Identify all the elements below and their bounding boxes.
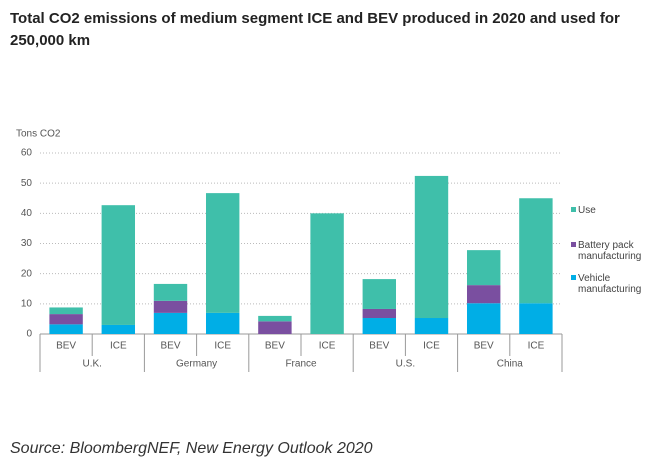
legend-entry: Battery pack manufacturing: [571, 240, 650, 262]
x-tick-label: ICE: [214, 341, 231, 352]
bar-segment: [49, 314, 83, 325]
y-tick-label: 0: [26, 329, 32, 340]
x-tick-label: ICE: [110, 341, 127, 352]
y-axis-label: Tons CO2: [16, 129, 61, 140]
chart-title: Total CO2 emissions of medium segment IC…: [10, 10, 620, 49]
bar-segment: [310, 213, 344, 334]
y-tick-label: 10: [21, 298, 33, 309]
bar-segment: [205, 193, 240, 313]
bar-segment: [362, 308, 397, 319]
x-tick-label: BEV: [56, 341, 76, 352]
y-tick-label: 30: [21, 238, 33, 249]
source: Source: BloombergNEF, New Energy Outlook…: [10, 440, 373, 457]
bar-segment: [362, 318, 397, 334]
bar-segment: [49, 307, 83, 315]
group-label: China: [497, 359, 524, 370]
legend-swatch: [571, 275, 576, 280]
legend-entry: Vehicle manufacturing: [571, 273, 650, 295]
y-tick-label: 40: [21, 208, 33, 219]
bar-segment: [466, 285, 501, 304]
y-tick-label: 50: [21, 178, 33, 189]
group-label: U.S.: [396, 359, 415, 370]
legend-swatch: [571, 242, 576, 247]
legend-label: Battery pack manufacturing: [578, 240, 642, 262]
group-label: U.K.: [82, 359, 101, 370]
legend-entry: Use: [571, 205, 650, 216]
bar-segment: [414, 175, 449, 319]
bar-segment: [205, 312, 240, 334]
x-tick-label: ICE: [423, 341, 440, 352]
bar-segment: [258, 315, 292, 322]
bar-segment: [153, 283, 188, 301]
x-tick-label: BEV: [474, 341, 494, 352]
bar-segment: [101, 324, 136, 334]
y-tick-label: 60: [21, 148, 33, 159]
bar-segment: [153, 300, 188, 313]
bar-segment: [414, 318, 449, 334]
x-tick-label: BEV: [160, 341, 180, 352]
group-label: Germany: [176, 359, 217, 370]
bar-segment: [519, 198, 553, 304]
bar-segment: [49, 324, 83, 334]
legend-swatch: [571, 207, 576, 212]
bar-segment: [519, 303, 553, 334]
x-tick-label: ICE: [528, 341, 545, 352]
bar-segment: [258, 321, 292, 334]
bar-segment: [153, 312, 188, 334]
x-tick-label: ICE: [319, 341, 336, 352]
legend-label: Use: [578, 205, 596, 216]
bar-segment: [466, 303, 501, 334]
x-tick-label: BEV: [265, 341, 285, 352]
group-label: France: [285, 359, 317, 370]
bar-segment: [362, 279, 397, 309]
x-tick-label: BEV: [369, 341, 389, 352]
bar-segment: [101, 205, 136, 325]
bar-segment: [466, 250, 501, 286]
y-tick-label: 20: [21, 268, 33, 279]
legend-label: Vehicle manufacturing: [578, 273, 642, 295]
